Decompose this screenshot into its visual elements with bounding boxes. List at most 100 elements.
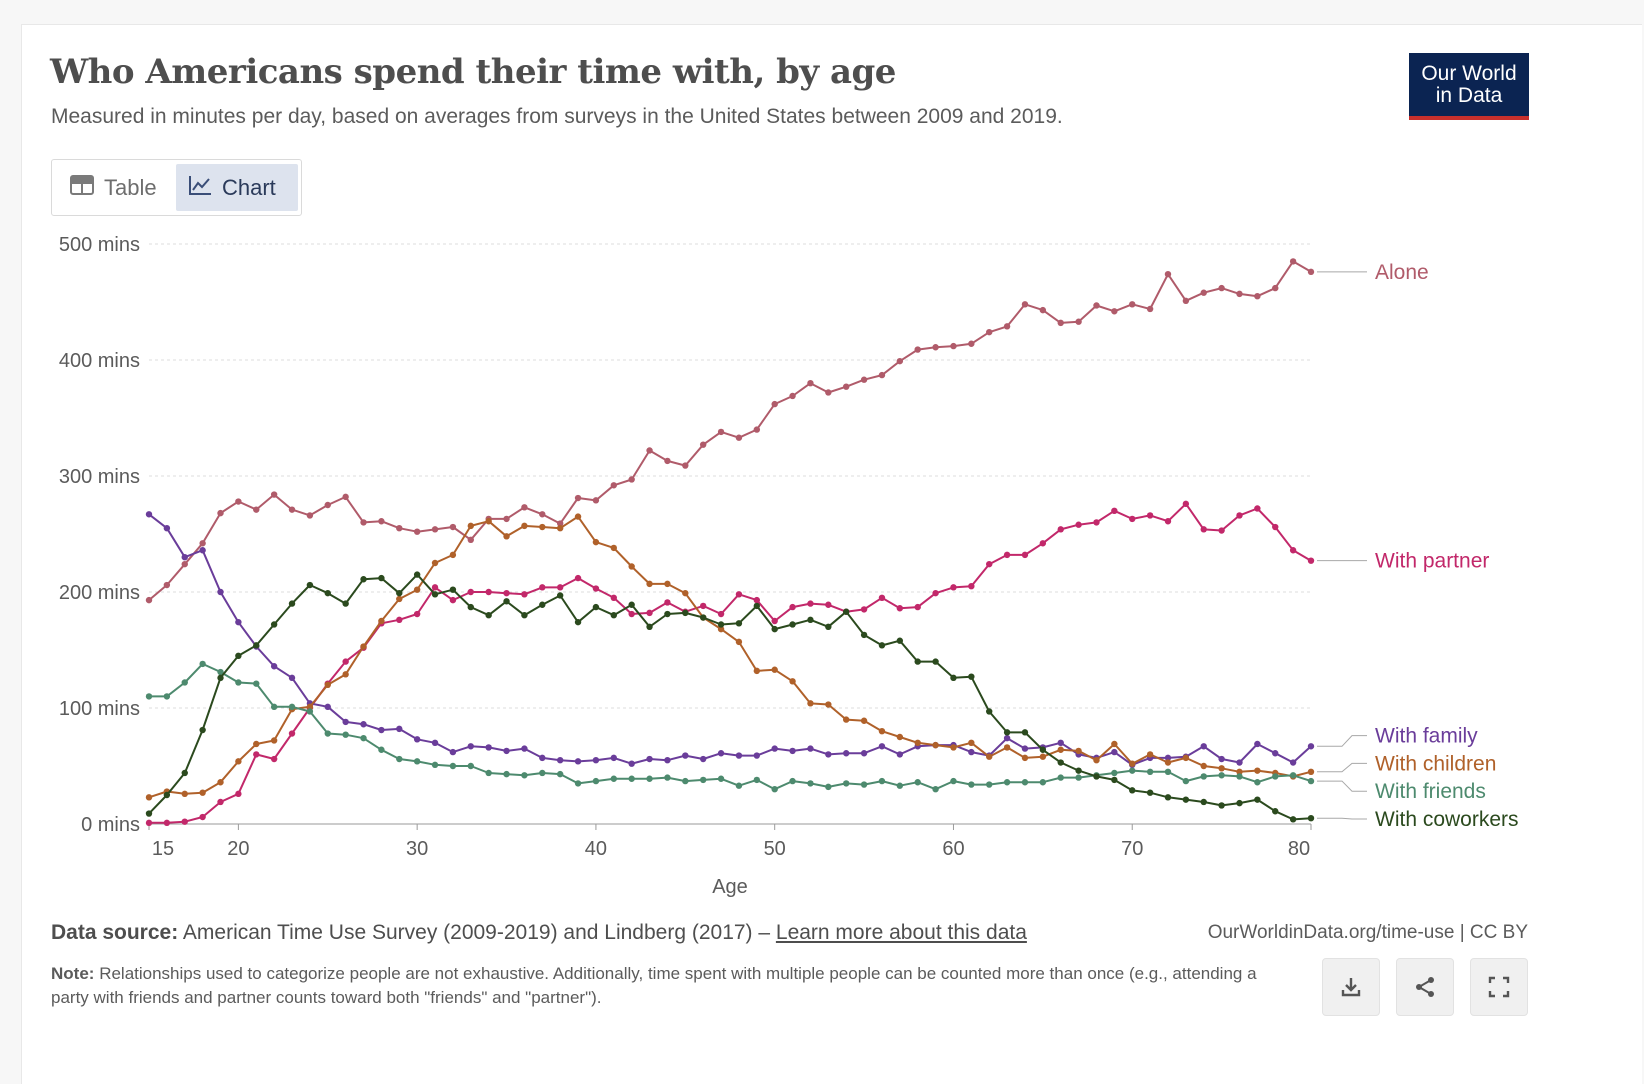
data-point	[646, 580, 653, 588]
data-point	[235, 498, 242, 505]
data-point	[360, 721, 367, 728]
data-point	[360, 734, 367, 742]
share-button[interactable]	[1396, 958, 1454, 1016]
x-tick-label: 70	[1121, 838, 1143, 860]
data-point	[610, 754, 617, 762]
series-with-friends[interactable]	[145, 660, 1315, 793]
data-point	[807, 745, 814, 752]
data-point	[1254, 293, 1261, 300]
data-point	[1129, 515, 1136, 523]
data-point	[1236, 512, 1243, 519]
data-point	[1164, 754, 1172, 762]
data-point	[843, 383, 850, 390]
data-point	[628, 476, 635, 483]
data-point	[378, 726, 385, 734]
data-point	[413, 571, 421, 578]
data-point	[1146, 512, 1154, 519]
owid-logo[interactable]: Our World in Data	[1409, 53, 1529, 120]
data-point	[467, 762, 474, 770]
data-point	[860, 750, 868, 757]
data-point	[485, 769, 492, 777]
data-point	[717, 625, 725, 633]
data-point	[771, 400, 778, 408]
series-label[interactable]: With family	[1375, 725, 1478, 748]
learn-more-link[interactable]: Learn more about this data	[775, 921, 1027, 944]
logo-line-2: in Data	[1435, 83, 1503, 107]
data-point	[914, 779, 921, 786]
series-label[interactable]: With children	[1375, 752, 1496, 775]
series-label[interactable]: With friends	[1375, 780, 1486, 803]
data-point	[485, 744, 492, 751]
data-point	[1236, 759, 1243, 766]
data-point	[145, 596, 153, 604]
tab-table[interactable]: Table	[58, 164, 176, 211]
data-point	[1254, 767, 1261, 774]
y-tick-label: 500 mins	[59, 234, 140, 256]
data-point	[1129, 301, 1136, 308]
data-point	[574, 513, 582, 520]
data-point	[646, 609, 653, 617]
series-with-family[interactable]	[145, 511, 1315, 769]
data-point	[1039, 779, 1047, 786]
data-point	[807, 380, 814, 387]
series-line	[148, 573, 1312, 821]
data-point	[556, 757, 564, 764]
series-with-partner[interactable]	[145, 500, 1315, 827]
data-point	[1307, 815, 1315, 822]
credit-link[interactable]: OurWorldinData.org/time-use | CC BY	[1207, 922, 1528, 943]
data-source: Data source: American Time Use Survey (2…	[51, 921, 1027, 945]
data-point	[1075, 774, 1082, 781]
data-point	[1111, 507, 1118, 514]
data-point	[574, 574, 582, 582]
series-label[interactable]: With partner	[1375, 550, 1489, 573]
data-point	[843, 750, 850, 757]
data-point	[1021, 551, 1029, 559]
data-point	[1236, 773, 1243, 780]
data-point	[396, 589, 403, 597]
data-point	[521, 612, 528, 619]
data-point	[1075, 318, 1082, 325]
data-point	[181, 560, 188, 568]
data-point	[860, 606, 868, 613]
series-label[interactable]: Alone	[1375, 261, 1429, 284]
series-line	[148, 515, 1312, 799]
x-tick-label: 20	[227, 838, 249, 860]
tab-chart[interactable]: Chart	[176, 164, 298, 211]
data-point	[682, 777, 689, 785]
data-point	[1307, 777, 1315, 785]
data-point	[896, 733, 904, 741]
series-alone[interactable]	[145, 258, 1315, 604]
data-point	[378, 518, 385, 525]
data-point	[1218, 772, 1225, 779]
data-point	[717, 621, 725, 628]
download-button[interactable]	[1322, 958, 1380, 1016]
data-point	[968, 739, 975, 746]
data-point	[1254, 779, 1261, 786]
fullscreen-button[interactable]	[1470, 958, 1528, 1016]
data-point	[181, 790, 188, 798]
data-point	[342, 600, 349, 607]
data-point	[467, 522, 474, 530]
series-label[interactable]: With coworkers	[1375, 808, 1519, 831]
data-point	[1003, 551, 1011, 559]
data-point	[592, 757, 600, 764]
data-point	[717, 428, 725, 436]
data-point	[467, 603, 474, 611]
series-with-children[interactable]	[145, 513, 1315, 801]
data-point	[574, 780, 582, 787]
data-point	[1182, 796, 1190, 803]
data-point	[592, 585, 600, 592]
series-with-coworkers[interactable]	[145, 571, 1315, 823]
data-point	[1218, 755, 1225, 763]
data-point	[449, 762, 457, 770]
fullscreen-icon	[1488, 976, 1510, 998]
data-point	[163, 819, 171, 827]
data-point	[843, 716, 850, 723]
data-point	[270, 621, 278, 628]
label-leader-line	[1317, 735, 1367, 747]
data-point	[753, 426, 761, 433]
data-point	[1218, 527, 1225, 534]
data-point	[1129, 760, 1136, 767]
data-point	[1254, 796, 1261, 803]
data-point	[825, 601, 832, 608]
